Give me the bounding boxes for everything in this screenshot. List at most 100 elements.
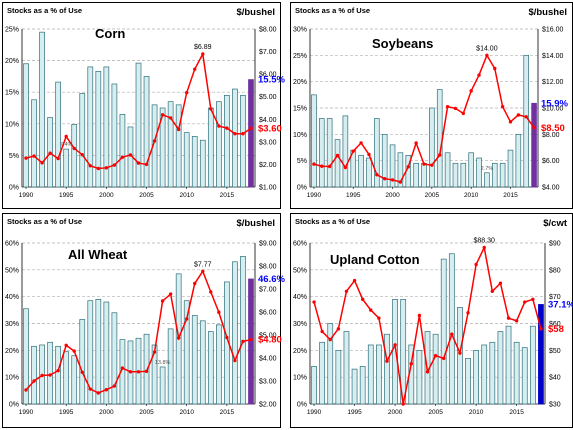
x-tick-label: 2000: [99, 192, 114, 199]
price-point: [516, 113, 521, 117]
price-point: [128, 370, 133, 374]
stocks-bar: [199, 139, 206, 188]
right-tick-label: $1.00: [259, 185, 277, 192]
right-tick-label: $4.00: [542, 185, 560, 192]
stocks-bar: [327, 323, 334, 405]
price-point: [217, 124, 221, 128]
price-point: [531, 297, 535, 302]
stocks-bar: [71, 124, 78, 188]
chart-title: Upland Cotton: [330, 252, 420, 267]
stocks-latest-label: 15.9%: [541, 98, 568, 109]
price-point: [48, 151, 52, 155]
stocks-bar: [167, 328, 174, 405]
right-tick-label: $70: [549, 294, 561, 301]
price-point: [409, 362, 413, 366]
stocks-bar: [473, 349, 479, 405]
stocks-bar: [159, 366, 166, 405]
x-tick-label: 2005: [139, 192, 154, 199]
right-tick-label: $40: [549, 375, 561, 382]
left-tick-label: 30%: [293, 27, 307, 34]
right-tick-label: $60: [549, 321, 561, 328]
price-point: [144, 162, 149, 167]
x-tick-label: 1990: [307, 409, 322, 416]
stocks-bar: [135, 62, 142, 188]
stocks-bar: [513, 341, 520, 405]
stocks-bar: [476, 157, 482, 188]
price-point: [209, 107, 213, 111]
left-tick-label: 20%: [5, 58, 19, 65]
stocks-bar: [335, 349, 342, 405]
stocks-bar: [55, 345, 61, 405]
price-point: [24, 156, 28, 160]
price-point: [112, 163, 117, 167]
left-tick-label: 5%: [297, 158, 307, 165]
right-tick-label: $3.00: [259, 139, 277, 146]
price-point: [249, 337, 253, 342]
stocks-bar: [232, 88, 238, 188]
price-point: [398, 180, 403, 184]
left-tick-label: 40%: [5, 294, 19, 301]
stocks-bar: [167, 101, 174, 188]
left-tick-label: 25%: [293, 53, 307, 60]
stocks-bar: [491, 162, 498, 188]
price-point: [88, 387, 92, 391]
price-point: [401, 402, 405, 406]
price-point: [144, 369, 149, 374]
right-tick-label: $6.00: [542, 158, 560, 165]
price-point: [430, 163, 434, 167]
right-tick-label: $30: [549, 402, 561, 409]
price-point: [390, 178, 395, 182]
right-tick-label: $6.00: [259, 72, 277, 79]
left-tick-label: 50%: [5, 267, 19, 274]
stocks-latest-label: 46.6%: [258, 274, 285, 285]
price-latest-label: $3.60: [258, 123, 282, 134]
right-tick-label: $2.00: [259, 402, 277, 409]
stocks-bar: [71, 355, 78, 405]
stocks-bar: [216, 101, 222, 188]
stocks-bar: [421, 162, 427, 188]
stocks-bar: [351, 368, 358, 405]
stocks-bar: [507, 149, 514, 188]
chart-title: All Wheat: [68, 247, 128, 262]
chart-panel-4: Stocks as a % of Use $/cwt 0% 10% 20% 30% 40% 5…: [290, 213, 573, 428]
left-tick-label: 20%: [5, 348, 19, 355]
x-tick-label: 2000: [99, 409, 114, 416]
price-point: [344, 289, 349, 293]
left-tick-label: 50%: [293, 267, 307, 274]
price-point: [233, 358, 237, 363]
x-tick-label: 2010: [464, 192, 479, 199]
right-tick-label: $16.00: [542, 27, 564, 34]
price-point: [209, 290, 213, 294]
stocks-bar: [489, 341, 496, 405]
peak-price-label: $6.89: [194, 44, 212, 51]
price-point: [312, 300, 316, 304]
price-point: [32, 154, 36, 158]
left-tick-label: 0%: [9, 402, 19, 409]
left-tick-label: 0%: [297, 402, 307, 409]
price-point: [335, 153, 340, 158]
price-point: [506, 316, 511, 320]
price-point: [477, 73, 481, 77]
price-point: [485, 53, 489, 58]
chart-title: Soybeans: [372, 36, 433, 51]
price-point: [343, 165, 348, 170]
price-point: [433, 354, 438, 358]
stocks-bar: [444, 152, 451, 188]
right-axis-label: $/bushel: [236, 218, 275, 229]
left-tick-label: 20%: [293, 79, 307, 86]
stocks-bar: [87, 66, 94, 188]
stocks-bar: [358, 155, 364, 188]
price-point: [136, 161, 141, 165]
right-tick-label: $90: [549, 241, 561, 248]
peak-price-label: $7.77: [194, 261, 212, 268]
price-point: [469, 89, 473, 93]
stocks-bar: [319, 341, 326, 405]
price-point: [514, 319, 519, 323]
stocks-bar: [248, 278, 254, 405]
stocks-bar: [432, 333, 439, 405]
price-point: [474, 262, 478, 267]
stocks-bar: [191, 315, 198, 405]
price-point: [312, 162, 316, 166]
stocks-bar: [343, 331, 350, 405]
price-point: [120, 155, 125, 159]
